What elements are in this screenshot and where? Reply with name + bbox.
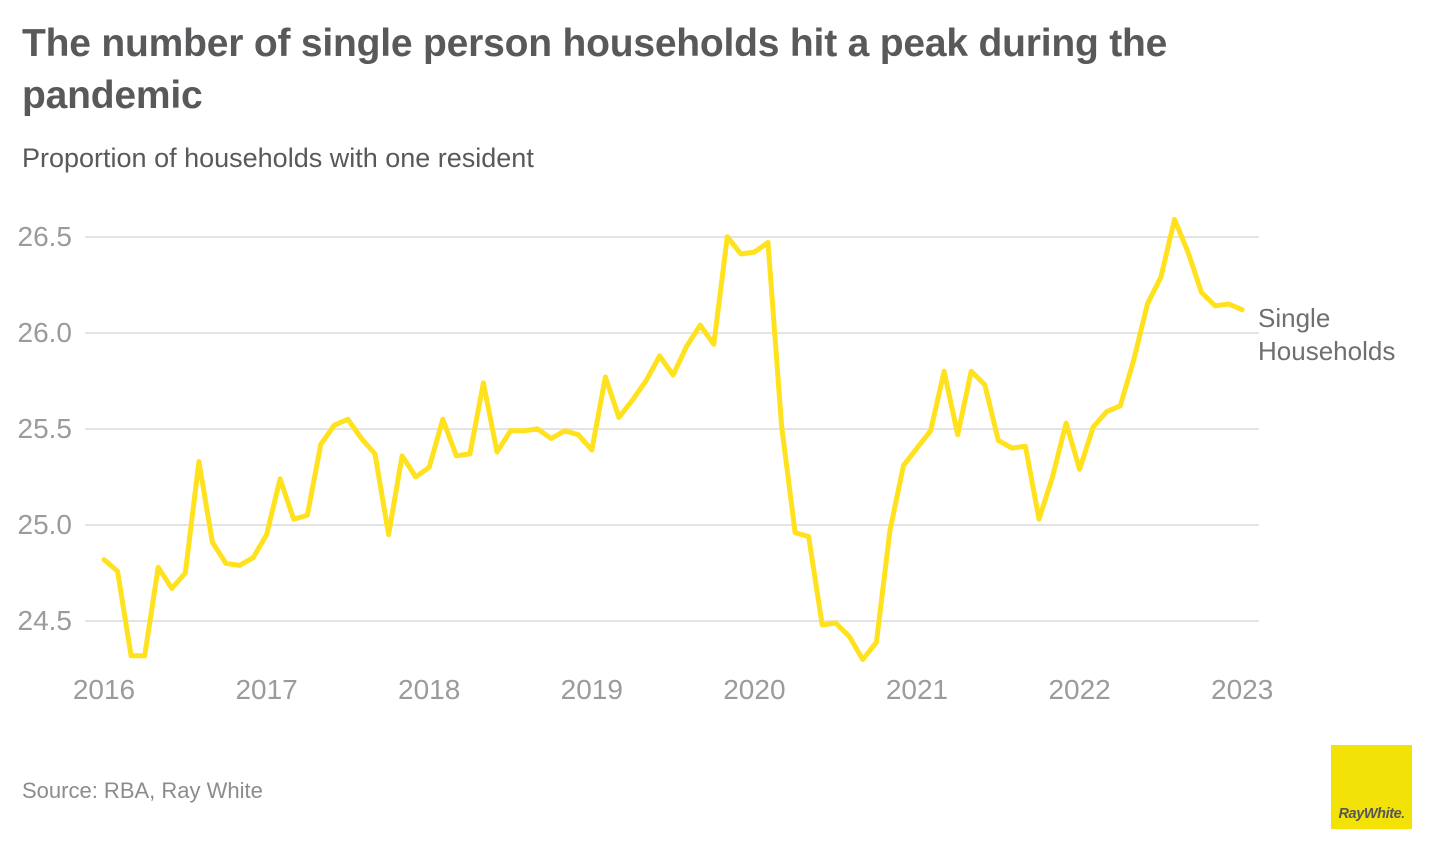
single-households-series-line — [101, 216, 1245, 662]
gridline-y-25.0 — [85, 524, 1259, 526]
x-axis-label-2022: 2022 — [1048, 674, 1111, 705]
y-axis-label-26.5: 26.5 — [17, 220, 73, 252]
y-axis-label-24.5: 24.5 — [17, 605, 73, 637]
x-axis-label-2019: 2019 — [560, 674, 623, 705]
x-axis-label-2017: 2017 — [235, 674, 298, 705]
logo-period: . — [1401, 806, 1405, 821]
x-axis-label-2020: 2020 — [723, 674, 786, 705]
x-axis-label-2023: 2023 — [1211, 674, 1274, 705]
source-note: Source: RBA, Ray White — [22, 778, 263, 803]
raywhite-wordmark: RayWhite. — [1331, 806, 1412, 822]
series-legend-label: Single Households — [1258, 303, 1396, 366]
logo-ray-text: Ray — [1338, 806, 1364, 822]
x-axis-label-2016: 2016 — [72, 674, 136, 705]
gridline-y-26.5 — [85, 235, 1259, 238]
gridline-y-25.5 — [85, 427, 1259, 430]
chart-title: The number of single person households h… — [22, 22, 1168, 117]
x-axis-label-2018: 2018 — [398, 674, 461, 705]
logo-white-text: White — [1363, 806, 1402, 822]
chart-subtitle: Proportion of households with one reside… — [22, 143, 534, 173]
y-axis-label-25.5: 25.5 — [17, 412, 73, 444]
y-axis-label-25.0: 25.0 — [17, 509, 73, 540]
y-axis-label-26.0: 26.0 — [17, 316, 73, 348]
x-axis-label-2021: 2021 — [885, 674, 949, 705]
gridline-y-24.5 — [85, 620, 1259, 623]
raywhite-logo: RayWhite. — [1331, 745, 1412, 829]
gridline-y-26.0 — [85, 331, 1259, 334]
